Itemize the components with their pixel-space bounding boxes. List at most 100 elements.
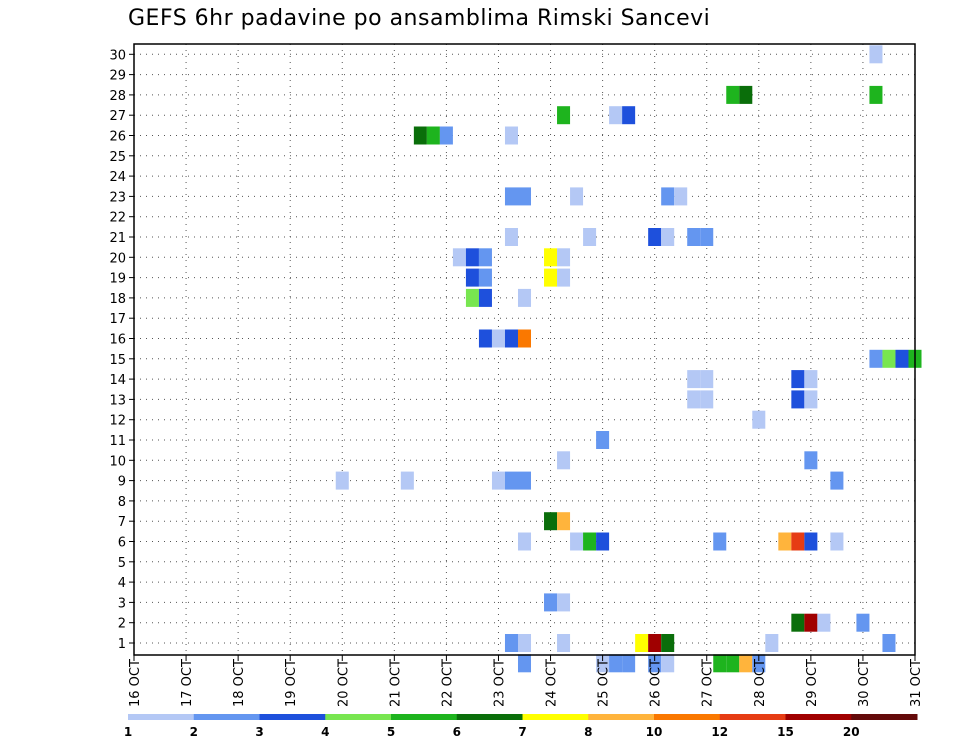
- y-tick-label: 8: [118, 495, 126, 510]
- heatmap-cell: [687, 228, 701, 246]
- y-tick-label: 10: [109, 454, 126, 469]
- x-tick-label: 22 OCT: [440, 659, 455, 707]
- legend-label: 2: [190, 725, 198, 739]
- y-tick-label: 2: [118, 617, 126, 632]
- y-tick-label: 17: [109, 312, 126, 327]
- heatmap-cell: [544, 593, 558, 612]
- y-tick-label: 16: [109, 333, 126, 348]
- heatmap-cell: [517, 329, 532, 348]
- x-axis: 16 OCT 17 OCT 18 OCT 19 OCT 20 OCT 21 OCT 22 O…: [128, 655, 924, 707]
- heatmap-cell: [557, 248, 571, 267]
- legend-label: 20: [843, 725, 860, 739]
- heatmap-cell: [400, 471, 414, 490]
- heatmap-cell: [830, 471, 844, 490]
- heatmap-cell: [791, 532, 805, 551]
- heatmap-cell: [882, 349, 896, 368]
- heatmap-cell: [791, 370, 805, 389]
- y-tick-label: 29: [109, 69, 126, 84]
- y-tick-label: 4: [118, 576, 126, 591]
- heatmap-cell: [791, 390, 805, 409]
- y-tick-label: 6: [118, 536, 126, 551]
- heatmap-cells: [335, 45, 922, 673]
- heatmap-cell: [648, 654, 662, 673]
- x-tick-label: 27 OCT: [701, 659, 716, 707]
- heatmap-cell: [726, 85, 740, 104]
- x-tick-label: 28 OCT: [753, 659, 768, 707]
- plot-frame: [133, 43, 916, 656]
- heatmap-cell: [661, 228, 675, 246]
- heatmap-cell: [687, 370, 701, 389]
- heatmap-cell: [544, 248, 558, 267]
- heatmap-cell: [869, 349, 883, 368]
- heatmap-cell: [413, 126, 427, 145]
- x-tick-label: 16 OCT: [128, 659, 143, 707]
- y-tick-label: 13: [109, 393, 126, 408]
- heatmap-cell: [609, 654, 623, 673]
- heatmap-cell: [739, 85, 753, 104]
- heatmap-cell: [752, 410, 766, 429]
- legend-swatch: [654, 714, 721, 720]
- y-tick-label: 14: [109, 373, 126, 388]
- y-axis: 1234567891011121314151617181920212223242…: [109, 48, 134, 652]
- legend-swatch: [259, 714, 326, 720]
- legend-label: 3: [255, 725, 263, 739]
- heatmap-cell: [726, 654, 740, 673]
- legend-swatch: [128, 714, 195, 720]
- heatmap-cell: [765, 634, 779, 652]
- x-tick-label: 23 OCT: [492, 659, 507, 707]
- heatmap-cell: [504, 471, 518, 490]
- heatmap-cell: [517, 187, 532, 206]
- heatmap-cell: [882, 634, 896, 652]
- heatmap-cell: [557, 451, 571, 470]
- heatmap-cell: [570, 532, 584, 551]
- y-tick-label: 11: [109, 434, 126, 449]
- legend-swatch: [785, 714, 852, 720]
- x-tick-label: 18 OCT: [232, 659, 247, 707]
- heatmap-cell: [622, 654, 636, 673]
- heatmap-cell: [791, 613, 805, 632]
- heatmap-cell: [661, 187, 675, 206]
- heatmap-cell: [570, 187, 584, 206]
- heatmap-cell: [609, 106, 623, 125]
- x-tick-label: 30 OCT: [857, 659, 872, 707]
- heatmap-cell: [648, 634, 662, 652]
- legend-swatch: [522, 714, 589, 720]
- heatmap-cell: [856, 613, 870, 632]
- legend-swatch: [193, 714, 260, 720]
- heatmap-cell: [869, 85, 883, 104]
- heatmap-cell: [517, 532, 532, 551]
- heatmap-cell: [504, 329, 518, 348]
- heatmap-cell: [713, 532, 727, 551]
- y-tick-label: 25: [109, 150, 126, 165]
- heatmap-cell: [661, 654, 675, 673]
- heatmap-cell: [596, 431, 610, 449]
- y-tick-label: 5: [118, 556, 126, 571]
- heatmap-cell: [752, 654, 766, 673]
- legend-label: 6: [453, 725, 461, 739]
- heatmap-cell: [713, 654, 727, 673]
- heatmap-cell: [622, 106, 636, 125]
- heatmap-cell: [478, 288, 492, 307]
- x-tick-label: 24 OCT: [545, 659, 560, 707]
- y-tick-label: 12: [109, 414, 126, 429]
- heatmap-cell: [465, 268, 479, 287]
- heatmap-cell: [557, 634, 571, 652]
- heatmap-cell: [804, 370, 818, 389]
- heatmap-cell: [544, 268, 558, 287]
- heatmap-cell: [739, 654, 753, 673]
- y-tick-label: 1: [118, 637, 126, 652]
- heatmap-cell: [804, 390, 818, 409]
- heatmap-cell: [674, 187, 688, 206]
- heatmap-cell: [439, 126, 453, 145]
- heatmap-cell: [517, 634, 532, 652]
- y-tick-label: 18: [109, 292, 126, 307]
- legend-label: 4: [321, 725, 329, 739]
- x-tick-label: 26 OCT: [649, 659, 664, 707]
- heatmap-cell: [583, 532, 597, 551]
- heatmap-cell: [465, 288, 479, 307]
- legend-label: 1: [124, 725, 132, 739]
- legend-swatch: [851, 714, 918, 720]
- heatmap-cell: [700, 390, 714, 409]
